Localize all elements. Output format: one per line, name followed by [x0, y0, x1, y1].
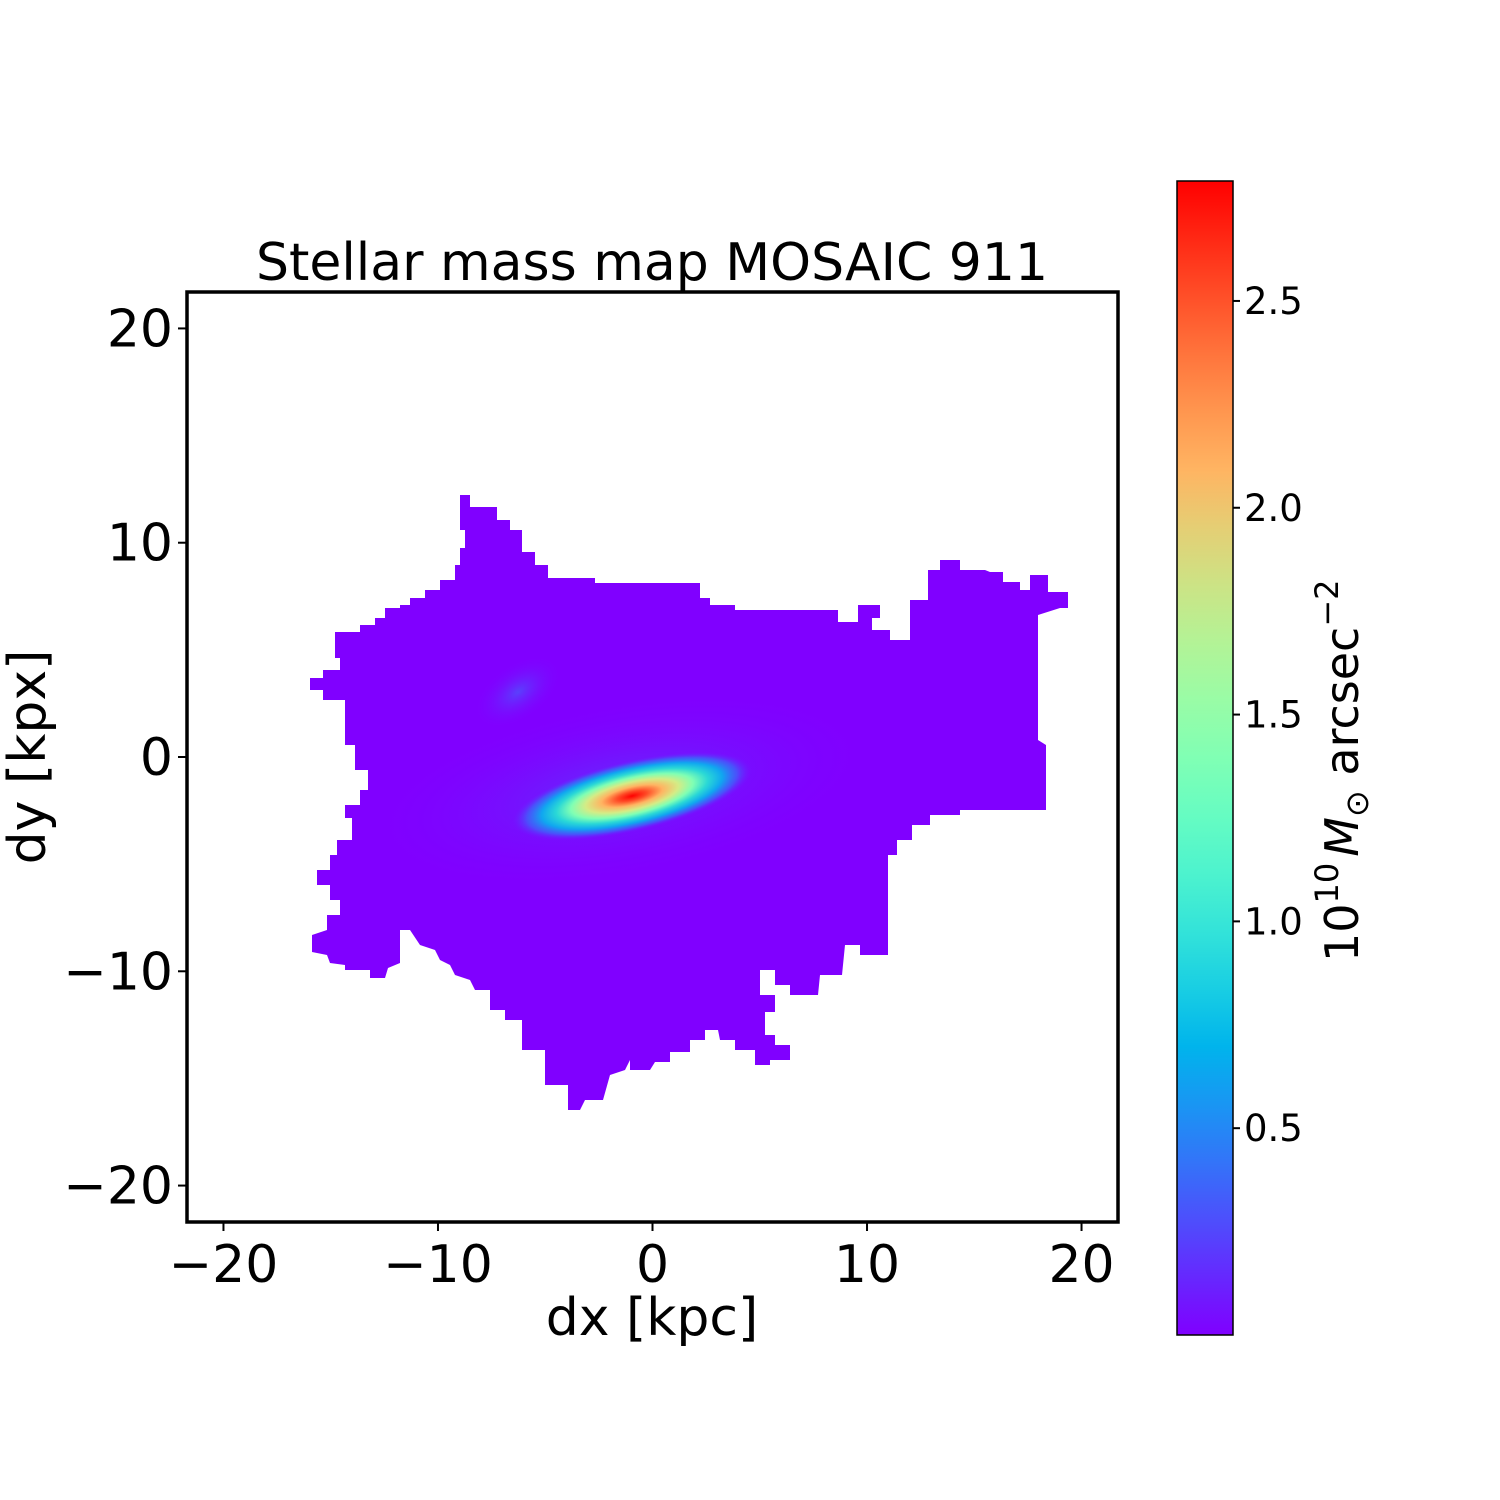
y-axis-label: dy [kpx] [0, 650, 58, 865]
colorbar-tick-label: 0.5 [1244, 1107, 1303, 1150]
colorbar-tick-label: 2.5 [1244, 280, 1303, 323]
y-tick-label: 0 [140, 728, 173, 788]
colorbar [1176, 180, 1234, 1336]
colorbar-label: 1010M⊙ arcsec−2 [1308, 579, 1376, 962]
central-peak [509, 751, 755, 841]
y-axis-ticks: −20 −10 0 10 20 [63, 299, 187, 1217]
x-tick-label: −10 [383, 1235, 493, 1295]
chart-title: Stellar mass map MOSAIC 911 [256, 233, 1048, 293]
y-tick-label: −10 [63, 942, 173, 1002]
y-tick-label: 10 [107, 514, 173, 574]
heatmap-image [310, 495, 1068, 1110]
x-tick-label: 20 [1048, 1235, 1114, 1295]
colorbar-tick-label: 2.0 [1244, 487, 1303, 530]
x-axis-ticks: −20 −10 0 10 20 [169, 1222, 1115, 1295]
colorbar-ticks: 0.5 1.0 1.5 2.0 2.5 [1233, 280, 1303, 1150]
x-tick-label: −20 [169, 1235, 279, 1295]
y-tick-label: 20 [107, 299, 173, 359]
colorbar-tick-label: 1.5 [1244, 694, 1303, 737]
y-tick-label: −20 [63, 1157, 173, 1217]
secondary-clump [474, 655, 562, 729]
x-tick-label: 10 [834, 1235, 900, 1295]
x-tick-label: 0 [636, 1235, 669, 1295]
x-axis-label: dx [kpc] [546, 1288, 759, 1348]
colorbar-tick-label: 1.0 [1244, 900, 1303, 943]
